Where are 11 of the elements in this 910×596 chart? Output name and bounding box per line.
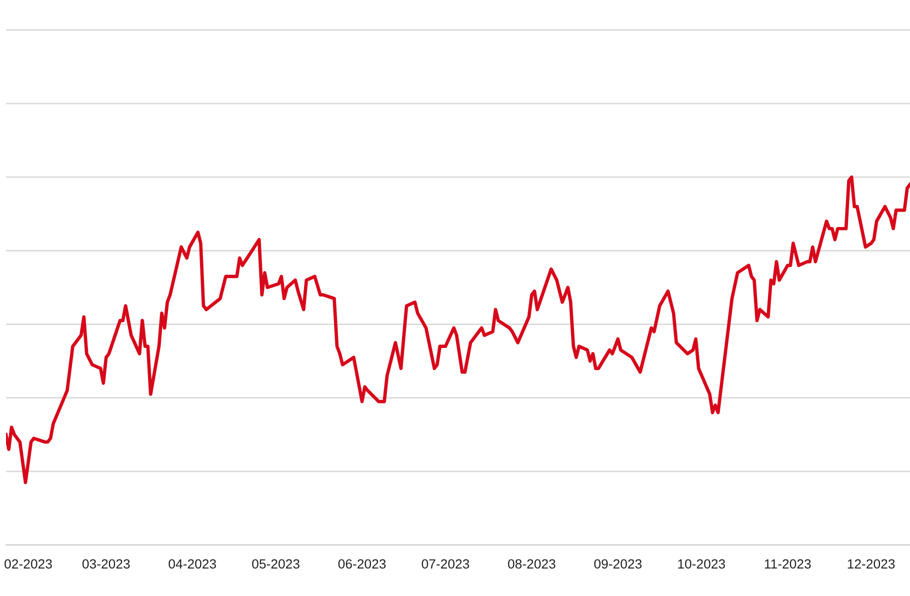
x-tick-label: 12-2023 <box>848 559 895 569</box>
x-tick-label: 07-2023 <box>422 559 470 569</box>
x-tick-label: 04-2023 <box>168 559 216 569</box>
x-tick-label: 05-2023 <box>252 559 300 569</box>
x-tick-label: 09-2023 <box>594 559 642 569</box>
x-tick-label: 06-2023 <box>338 559 386 569</box>
x-tick-label: 10-2023 <box>678 559 726 569</box>
x-tick-label: 08-2023 <box>508 559 556 569</box>
x-tick-label: 11-2023 <box>764 559 811 569</box>
x-tick-label: 03-2023 <box>82 559 130 569</box>
x-tick-label: 02-2023 <box>4 559 52 569</box>
